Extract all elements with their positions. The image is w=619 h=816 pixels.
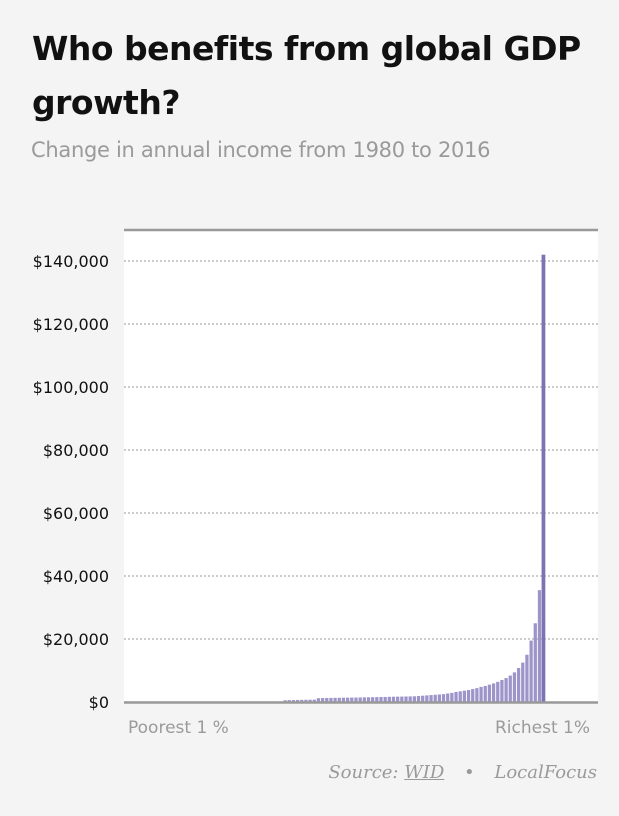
bar[interactable] [437, 694, 441, 702]
bar[interactable] [462, 690, 467, 702]
bar[interactable] [533, 623, 537, 702]
bar[interactable] [433, 694, 437, 702]
bar[interactable] [316, 698, 321, 702]
bar[interactable] [337, 697, 341, 702]
bar[interactable] [496, 681, 500, 702]
bar[interactable] [471, 689, 475, 703]
y-tick-label: $20,000 [43, 630, 109, 649]
bar[interactable] [458, 691, 462, 702]
bar[interactable] [404, 696, 408, 702]
y-tick-label: $140,000 [33, 252, 109, 271]
bar[interactable] [516, 667, 521, 702]
bar[interactable] [529, 640, 533, 702]
gridlines [124, 260, 598, 640]
bar[interactable] [325, 697, 329, 702]
x-start-label: Poorest 1 % [128, 718, 229, 738]
y-tick-label: $120,000 [33, 315, 109, 334]
bar[interactable] [358, 697, 362, 702]
y-tick-label: $100,000 [33, 378, 109, 397]
bar[interactable] [537, 590, 542, 702]
bar[interactable] [375, 697, 379, 702]
bar[interactable] [295, 699, 300, 702]
bar[interactable] [450, 692, 454, 702]
source-line: Source: WID • LocalFocus [328, 762, 597, 783]
bar[interactable] [379, 697, 383, 702]
source-brand: LocalFocus [494, 762, 597, 783]
bar[interactable] [354, 697, 358, 702]
bar[interactable] [366, 697, 371, 702]
bar[interactable] [416, 696, 421, 702]
chart-subtitle: Change in annual income from 1980 to 201… [31, 138, 491, 162]
bar[interactable] [446, 693, 450, 703]
bar[interactable] [525, 654, 529, 702]
bar[interactable] [396, 696, 400, 702]
plot-background [124, 230, 598, 702]
bar-top-1-percent[interactable] [541, 254, 546, 702]
bar[interactable] [421, 695, 425, 702]
y-tick-label: $80,000 [43, 441, 109, 460]
bar[interactable] [383, 696, 387, 702]
bar[interactable] [287, 700, 291, 702]
bar[interactable] [362, 697, 366, 702]
bar[interactable] [329, 697, 333, 702]
x-end-label: Richest 1% [495, 718, 590, 738]
bar[interactable] [508, 675, 512, 702]
bar[interactable] [429, 695, 433, 702]
bar[interactable] [487, 684, 492, 702]
bar[interactable] [479, 686, 483, 702]
bar[interactable] [350, 697, 354, 702]
source-prefix: Source: [328, 762, 399, 783]
bar[interactable] [300, 699, 304, 702]
chart-title: Who benefits from global GDP growth? [32, 29, 581, 122]
bar[interactable] [341, 697, 346, 702]
y-tick-label: $60,000 [43, 504, 109, 523]
bar[interactable] [387, 696, 391, 702]
y-axis-labels: $0 $20,000 $40,000 $60,000 $80,000 $100,000 $1… [33, 252, 109, 712]
bar[interactable] [491, 683, 496, 702]
bar[interactable] [308, 699, 312, 702]
bar[interactable] [504, 678, 508, 702]
bar[interactable] [454, 691, 458, 702]
bar[interactable] [283, 700, 287, 702]
bar[interactable] [521, 662, 525, 703]
bar[interactable] [304, 699, 308, 702]
bar[interactable] [412, 696, 416, 702]
bar[interactable] [320, 698, 325, 702]
bar[interactable] [371, 697, 375, 702]
bar[interactable] [500, 679, 504, 702]
bar[interactable] [333, 697, 337, 702]
bar[interactable] [475, 688, 479, 702]
bar[interactable] [483, 685, 487, 702]
bar[interactable] [391, 696, 396, 702]
bar[interactable] [466, 690, 471, 702]
y-tick-label: $0 [89, 693, 109, 712]
y-tick-label: $40,000 [43, 567, 109, 586]
bar[interactable] [312, 699, 316, 702]
bar[interactable] [400, 696, 404, 702]
bar[interactable] [408, 696, 412, 702]
source-link-wid[interactable]: WID [404, 762, 445, 783]
bar[interactable] [291, 700, 296, 702]
bar[interactable] [512, 672, 517, 702]
bar[interactable] [425, 695, 429, 702]
bar[interactable] [346, 697, 350, 702]
bar[interactable] [441, 694, 446, 703]
source-separator: • [464, 762, 475, 783]
